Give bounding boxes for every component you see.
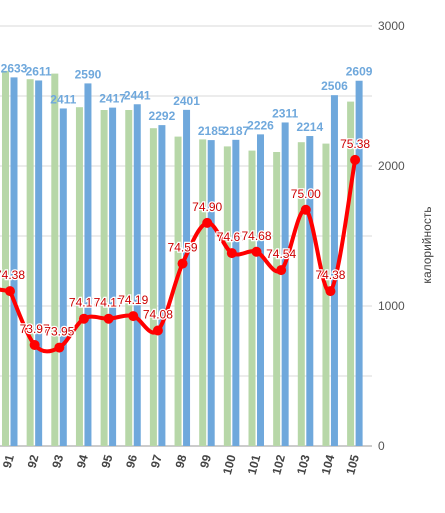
line-point [177,258,188,269]
bar-data-label: 2411 [50,92,76,106]
y-tick-label: 0 [378,439,385,453]
bar-data-label: 2292 [149,109,176,123]
x-tick-label: 98 [172,453,189,470]
bar-data-label: 2187 [222,124,249,138]
line-data-label: 73.97 [20,322,50,336]
bar-series-2 [281,122,289,447]
bar-series-1 [273,152,281,446]
line-point [103,313,114,324]
bar-series-1 [347,101,355,446]
bar-series-2 [257,134,264,447]
x-tick-label: 96 [123,453,140,470]
bar-series-1 [248,150,256,446]
bar-series-2 [35,80,43,447]
bar-series-1 [322,143,330,446]
line-point [29,339,40,350]
line-data-label: 74.90 [192,200,222,214]
bar-data-label: 2311 [272,106,298,120]
line-data-label: 74.08 [143,308,173,322]
bar-data-label: 2506 [321,79,348,93]
bar-series-2 [84,83,92,447]
axis-ticks: 0 1000 2000 3000 91 92 93 94 95 96 97 98 99 100 101 102… [0,19,405,476]
line-data-label: 73.95 [44,325,74,339]
bar-data-label: 2417 [99,92,126,106]
x-tick-label: 102 [269,453,288,476]
line-data-label: 74.54 [266,247,296,261]
line-data-label: 74.67 [217,230,247,244]
bar-series-2 [109,107,117,447]
line-point [276,265,287,276]
x-tick-label: 97 [148,453,165,470]
bar-series-1 [174,136,182,446]
bar-series-1 [51,73,59,446]
bar-series-2 [10,77,18,446]
x-tick-label: 91 [0,453,17,470]
y-tick-label: 2000 [378,159,405,173]
y-tick-label: 3000 [378,19,405,33]
x-tick-label: 105 [343,453,362,476]
line-point [226,248,237,259]
bar-data-label: 2214 [296,120,323,134]
bar-data-label: 2611 [26,64,52,78]
line-point [350,154,361,165]
bar-data-label: 2633 [1,61,28,75]
x-tick-label: 101 [245,453,264,476]
bar-series-2 [232,139,240,446]
x-tick-label: 103 [294,453,313,476]
bar-series-2 [183,109,191,447]
bar-series-2 [207,140,215,446]
line-point [128,311,139,322]
line-point [78,313,89,324]
bar-series-2 [59,108,67,447]
y-tick-label: 1000 [378,299,405,313]
line-data-label: 74.17 [69,296,99,310]
x-tick-label: 95 [99,453,116,470]
line-point [54,342,65,353]
bar-series-2 [158,125,166,447]
x-tick-label: 100 [220,453,239,476]
line-data-label: 75.38 [340,137,370,151]
line-data-label: 74.17 [94,296,124,310]
bar-data-label: 2441 [124,88,151,102]
bar-series-1 [100,110,108,446]
line-point [325,286,336,297]
x-tick-label: 104 [319,453,338,476]
bar-data-label: 2226 [247,118,274,132]
x-tick-label: 94 [74,453,91,470]
x-tick-label: 92 [25,453,42,470]
bar-series-1 [26,79,34,446]
line-series: 74.3873.9773.9574.1774.1774.1974.0874.59… [0,136,372,354]
bar-series-1 [2,70,9,447]
line-data-label: 74.19 [118,293,148,307]
bar-data-label: 2401 [173,94,200,108]
bar-data-label: 2185 [198,124,225,138]
bar-series-1 [75,107,83,446]
line-point [300,204,311,215]
line-data-label: 75.00 [291,187,321,201]
y-axis-label: калорийность [420,206,434,283]
x-tick-label: 93 [49,453,66,470]
line-point [5,286,15,297]
line-point [251,246,262,257]
bar-series-1 [199,139,207,446]
bar-data-label: 2609 [346,65,373,79]
line-data-label: 74.38 [0,268,25,282]
line-data-label: 74.68 [241,229,271,243]
line-point [202,217,213,228]
bar-series-1 [223,146,231,446]
bar-series-1 [125,110,133,446]
bar-series-2 [355,80,363,447]
bar-data-label: 2590 [75,67,102,81]
line-data-label: 74.59 [168,241,198,255]
line-data-label: 74.38 [315,268,345,282]
line-point [152,325,163,336]
x-tick-label: 99 [197,453,214,470]
bar-series-1 [297,142,305,446]
bar-series-2 [133,104,141,446]
bar-series-2 [330,95,338,446]
bar-series-2 [306,136,314,447]
bar-series-1 [149,128,157,446]
